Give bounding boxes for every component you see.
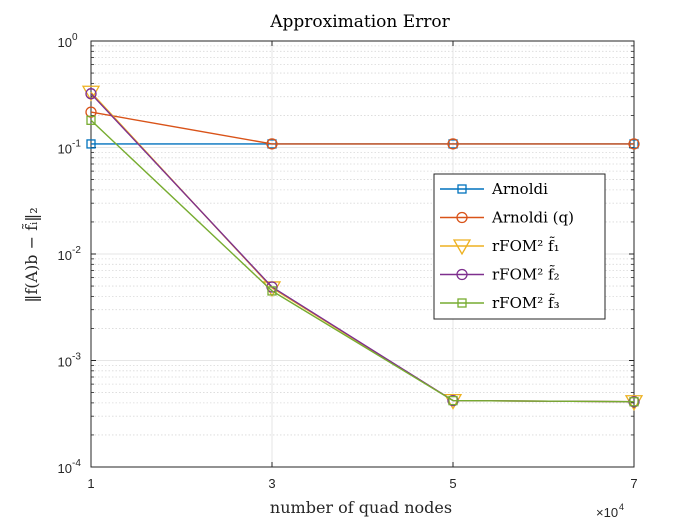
x-axis-label: number of quad nodes [270,498,452,517]
y-tick-label: 10 0 [58,32,78,50]
y-tick-label: 10 -2 [58,245,82,263]
y-tick-label-exponent: -4 [72,458,81,469]
series-line [90,119,635,403]
x-tick-label: 3 [268,476,275,491]
data-point-marker [448,395,458,406]
legend-item: Arnoldi (q) [440,209,574,227]
x-tick-label: 5 [449,476,456,491]
y-tick-label-exponent: -1 [72,139,81,150]
legend-swatch-marker [457,298,467,308]
legend-swatch-marker [456,268,468,281]
legend-item: rFOM² f̃₂ [440,265,560,284]
y-tick-label-exponent: -3 [72,352,81,363]
legend-label: rFOM² f̃₁ [492,237,560,255]
y-tick-label-base: 10 [58,248,72,263]
legend-label: Arnoldi (q) [491,209,574,227]
legend-swatch-marker [452,239,472,256]
data-point-marker [628,138,640,150]
data-point-marker [85,106,97,118]
series-line [90,111,634,145]
legend-swatch-marker [457,184,467,194]
data-point-marker [267,286,277,296]
data-point-marker [86,139,96,149]
x-tick-label: 7 [630,476,637,491]
y-tick-label: 10 -3 [58,352,82,370]
legend-item: Arnoldi [440,180,548,198]
y-tick-label-exponent: -2 [72,245,81,256]
legend: Arnoldi Arnoldi (q) rFOM² f̃₁ rFOM² f̃₂ rFOM… [433,173,606,320]
series-group [81,85,644,412]
data-point-marker [266,138,278,150]
x-scale-exponent-base: ×10 [596,505,618,520]
y-tick-label-base: 10 [58,355,72,370]
legend-item: rFOM² f̃₃ [440,294,560,312]
chart-title: Approximation Error [269,12,450,32]
data-point-marker [81,85,101,102]
series-2 [85,106,640,150]
series-5 [86,115,639,407]
x-tick-label: 1 [87,476,94,491]
data-point-marker [85,88,97,100]
legend-label: Arnoldi [491,180,548,198]
legend-item: rFOM² f̃₁ [440,237,560,256]
y-tick-label-exponent: 0 [72,32,78,43]
y-axis-label: ‖f(A)b − f̃ᵢ‖₂ [22,207,41,302]
data-point-marker [629,397,639,407]
y-tick-label-base: 10 [58,142,72,157]
y-tick-label: 10 -1 [58,139,82,157]
x-scale-exponent: ×10 4 [596,502,624,520]
y-tick-label-base: 10 [58,35,72,50]
legend-label: rFOM² f̃₃ [492,294,560,312]
legend-swatch-marker [456,211,468,224]
data-point-marker [86,115,96,125]
x-scale-exponent-power: 4 [619,502,624,512]
data-point-marker [447,138,459,150]
y-tick-label-base: 10 [58,461,72,476]
y-tick-label: 10 -4 [58,458,82,476]
legend-label: rFOM² f̃₂ [492,265,560,283]
